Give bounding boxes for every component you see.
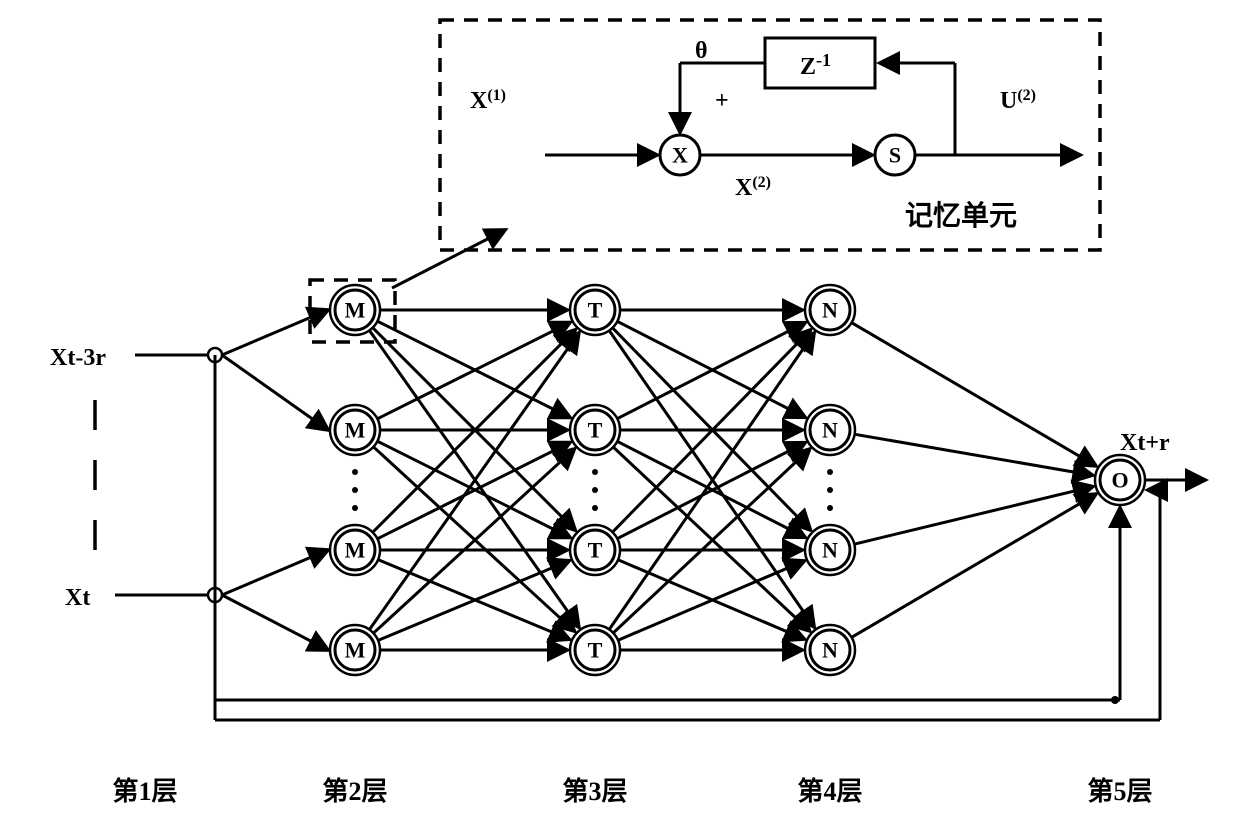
m-ellipsis — [352, 469, 358, 511]
s-node-label: S — [889, 143, 901, 168]
output-label: Xt+r — [1120, 430, 1170, 456]
edges-L4-L5 — [852, 323, 1095, 637]
layer-label-0: 第1层 — [112, 776, 177, 806]
m-node-label-0: M — [345, 298, 366, 323]
t-node-label-0: T — [588, 298, 603, 323]
plus-top: + — [715, 88, 729, 114]
m-node-label-2: M — [345, 538, 366, 563]
layer-label-2: 第3层 — [562, 776, 627, 806]
edges-L1-L2 — [222, 310, 328, 650]
m-node-label-3: M — [345, 638, 366, 663]
diagram-canvas: X S Z-1 θ + + X(1) X(2) U(2) 记忆单元 Xt-3r … — [0, 0, 1239, 827]
layer-N: N N N N — [805, 285, 855, 675]
input-label-top: Xt-3r — [50, 345, 106, 371]
n-node-label-1: N — [822, 418, 838, 443]
plus-left: + — [638, 145, 652, 171]
layer-T: T T T T — [570, 285, 620, 675]
m-node-label-1: M — [345, 418, 366, 443]
theta-label: θ — [695, 38, 708, 64]
callout-arrow — [392, 230, 505, 288]
t-node-label-1: T — [588, 418, 603, 443]
x2-label: X(2) — [735, 174, 771, 201]
layer-labels: 第1层 第2层 第3层 第4层 第5层 — [112, 776, 1152, 806]
n-node-label-0: N — [822, 298, 838, 323]
output-node-group: O — [1095, 455, 1145, 505]
edges-L2-L3 — [370, 310, 579, 650]
n-node-label-2: N — [822, 538, 838, 563]
t-node-label-3: T — [588, 638, 603, 663]
layer-label-1: 第2层 — [322, 776, 387, 806]
t-node-label-2: T — [588, 538, 603, 563]
n-node-label-3: N — [822, 638, 838, 663]
layer-label-3: 第4层 — [797, 776, 862, 806]
t-ellipsis — [592, 469, 598, 511]
u2-label: U(2) — [1000, 87, 1036, 114]
mult-node-label: X — [672, 143, 688, 168]
n-ellipsis — [827, 469, 833, 511]
edges-L3-L4 — [610, 310, 814, 650]
memory-unit-internals: X S Z-1 θ + + X(1) X(2) U(2) 记忆单元 — [470, 38, 1080, 232]
x1-label: X(1) — [470, 87, 506, 114]
layer-label-4: 第5层 — [1087, 776, 1152, 806]
memory-caption: 记忆单元 — [905, 200, 1017, 232]
input-label-bottom: Xt — [65, 585, 90, 611]
o-node-label: O — [1111, 468, 1128, 493]
